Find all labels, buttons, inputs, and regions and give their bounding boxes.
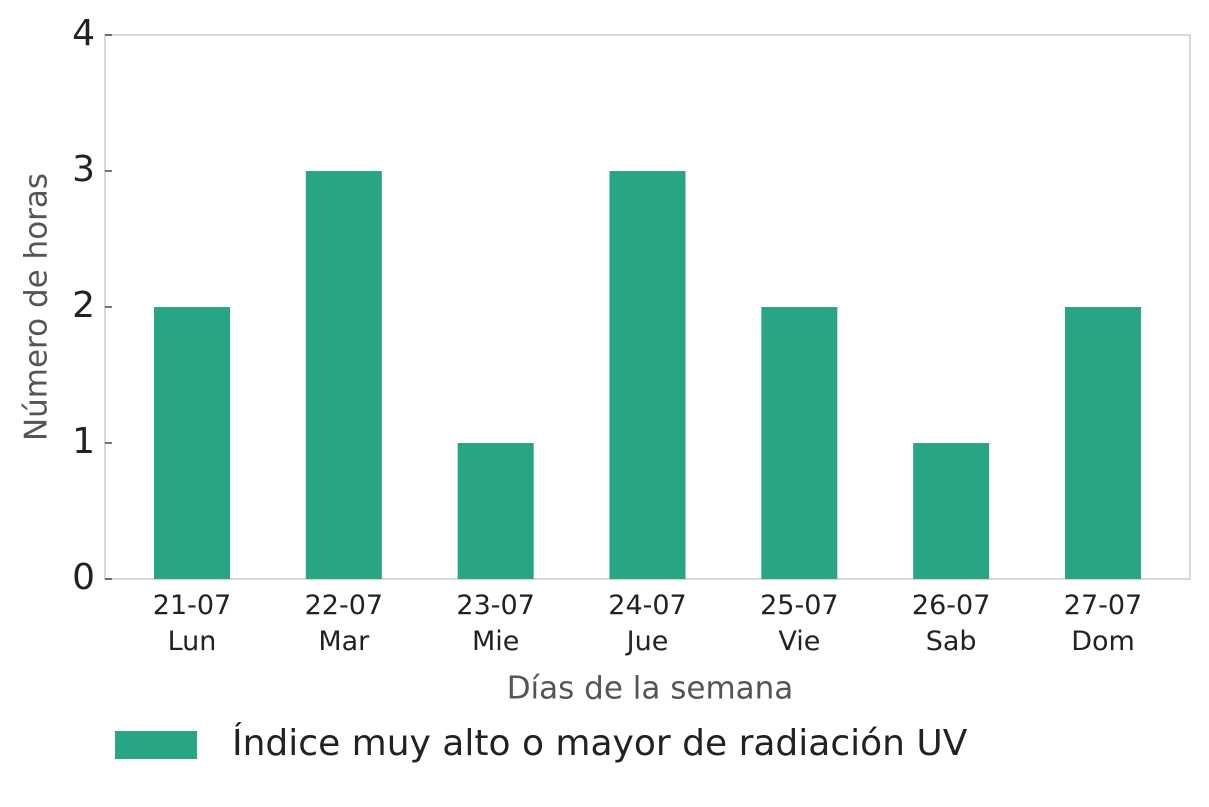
legend-swatch (115, 731, 197, 759)
bar (457, 443, 534, 579)
y-tick-label: 0 (72, 557, 95, 598)
bar (761, 307, 838, 579)
y-axis-label: Número de horas (19, 173, 55, 441)
x-axis-label: Días de la semana (507, 671, 794, 707)
legend-label: Índice muy alto o mayor de radiación UV (232, 722, 968, 764)
bar (913, 443, 990, 579)
x-tick-label: 21-07 Lun (152, 590, 232, 657)
y-tick-label: 2 (72, 285, 95, 326)
bar (609, 171, 686, 579)
bar (305, 171, 382, 579)
x-tick-label: 22-07 Mar (304, 590, 384, 657)
x-tick-label: 23-07 Mie (456, 590, 535, 657)
y-tick-label: 4 (72, 13, 95, 54)
x-tick-label: 24-07 Jue (608, 590, 687, 657)
y-tick-label: 3 (72, 149, 95, 190)
x-tick-label: 26-07 Sab (911, 590, 991, 657)
y-tick-label: 1 (72, 421, 95, 462)
bar (1065, 307, 1141, 579)
bar (154, 307, 230, 579)
x-tick-label: 27-07 Dom (1063, 590, 1143, 657)
x-tick-label: 25-07 Vie (760, 590, 839, 657)
